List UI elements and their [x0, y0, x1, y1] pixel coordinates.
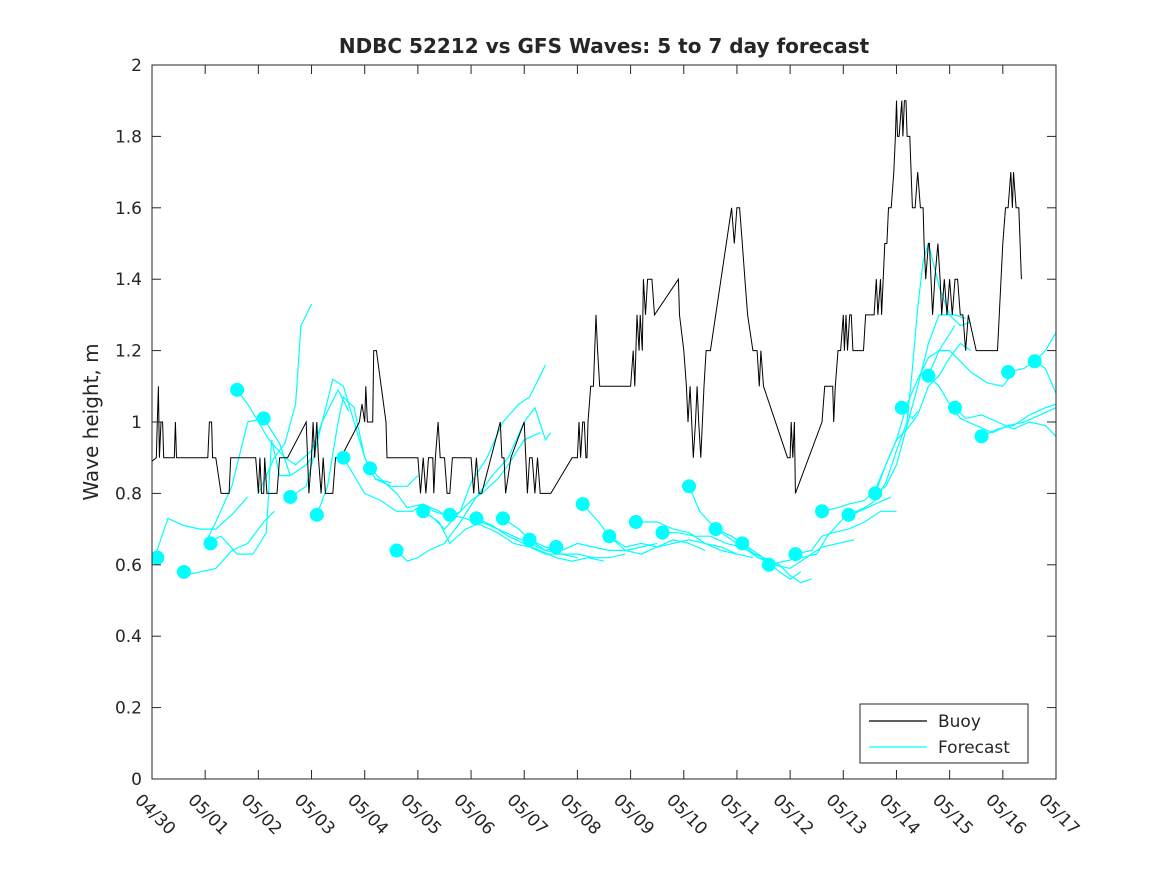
- forecast-line-28: [874, 342, 972, 494]
- forecast-point-22: [735, 536, 750, 551]
- forecast-point-27: [868, 486, 883, 501]
- forecast-point-11: [442, 507, 457, 522]
- y-tick-label-3: 0.6: [115, 556, 142, 576]
- forecast-point-23: [761, 557, 776, 572]
- forecast-line-23: [741, 539, 855, 570]
- forecast-point-16: [575, 497, 590, 512]
- plot-data-layer: [152, 100, 1056, 584]
- forecast-line-34: [927, 350, 1014, 387]
- forecast-line-21: [688, 486, 802, 580]
- forecast-point-19: [655, 525, 670, 540]
- forecast-line-17: [582, 503, 706, 552]
- y-tick-label-6: 1.2: [115, 342, 142, 362]
- y-tick-label-2: 0.4: [115, 627, 142, 647]
- forecast-point-12: [469, 511, 484, 526]
- forecast-point-7: [336, 450, 351, 465]
- forecast-line-19: [635, 521, 754, 559]
- x-tick-label-12: 05/12: [769, 790, 818, 839]
- forecast-line-12: [422, 510, 557, 552]
- y-tick-label-10: 2: [131, 56, 142, 76]
- forecast-point-8: [363, 461, 378, 476]
- forecast-line-5: [257, 303, 313, 494]
- forecast-point-17: [602, 529, 617, 544]
- forecast-line-8: [342, 457, 445, 516]
- x-tick-label-3: 05/03: [290, 790, 339, 839]
- forecast-line-29: [874, 314, 966, 494]
- forecast-point-33: [1027, 354, 1042, 369]
- forecast-point-32: [1001, 365, 1016, 380]
- forecast-point-24: [788, 547, 803, 562]
- x-tick-label-13: 05/13: [822, 790, 871, 839]
- forecast-line-15: [502, 517, 626, 559]
- forecast-line-33: [981, 403, 1056, 437]
- forecast-line-10: [396, 406, 552, 562]
- forecast-point-10: [416, 504, 431, 519]
- forecast-line-24: [768, 496, 892, 566]
- forecast-line-31: [927, 375, 1056, 434]
- x-tick-label-11: 05/11: [715, 790, 764, 839]
- x-tick-label-4: 05/04: [343, 790, 392, 839]
- x-tick-label-7: 05/07: [503, 790, 552, 839]
- forecast-point-29: [921, 368, 936, 383]
- forecast-point-28: [894, 400, 909, 415]
- legend: Buoy Forecast: [859, 703, 1029, 764]
- forecast-line-4: [236, 388, 350, 466]
- forecast-point-5: [283, 489, 298, 504]
- y-tick-label-8: 1.6: [115, 199, 142, 219]
- forecast-point-0: [152, 550, 165, 565]
- y-tick-label-9: 1.8: [115, 127, 142, 147]
- y-axis-label: Wave height, m: [79, 343, 103, 500]
- y-tick-label-1: 0.2: [115, 699, 142, 719]
- forecast-point-9: [389, 543, 404, 558]
- forecast-point-6: [309, 507, 324, 522]
- forecast-point-4: [256, 411, 271, 426]
- x-tick-label-6: 05/06: [450, 790, 499, 839]
- forecast-point-15: [549, 539, 564, 554]
- x-tick-label-15: 05/15: [928, 790, 977, 839]
- y-tick-label-5: 1: [131, 413, 142, 433]
- legend-label-forecast: Forecast: [938, 738, 1010, 758]
- x-tick-label-5: 05/05: [396, 790, 445, 839]
- forecast-line-7: [316, 395, 419, 516]
- x-tick-label-17: 05/17: [1034, 790, 1083, 839]
- forecast-line-1: [183, 510, 275, 577]
- legend-box: [859, 703, 1029, 764]
- x-tick-label-9: 05/09: [609, 790, 658, 839]
- y-tick-label-4: 0.8: [115, 484, 142, 504]
- forecast-point-30: [947, 400, 962, 415]
- forecast-line-25: [795, 510, 897, 555]
- x-tick-label-8: 05/08: [556, 790, 605, 839]
- y-tick-label-7: 1.4: [115, 270, 142, 290]
- forecast-point-3: [230, 382, 245, 397]
- plot-area: [152, 65, 1056, 779]
- forecast-line-14: [476, 517, 605, 562]
- x-tick-label-2: 05/02: [237, 790, 286, 839]
- forecast-point-13: [495, 511, 510, 526]
- forecast-point-18: [628, 514, 643, 529]
- forecast-point-31: [974, 429, 989, 444]
- forecast-line-32: [954, 407, 1056, 437]
- forecast-point-20: [682, 479, 697, 494]
- forecast-point-14: [522, 532, 537, 547]
- y-tick-label-0: 0: [131, 770, 142, 790]
- x-tick-label-16: 05/16: [981, 790, 1030, 839]
- forecast-line-0: [152, 496, 249, 565]
- forecast-point-26: [841, 507, 856, 522]
- buoy-line: [152, 100, 1022, 494]
- forecast-point-21: [708, 522, 723, 537]
- x-tick-label-10: 05/10: [662, 790, 711, 839]
- forecast-point-2: [203, 536, 218, 551]
- x-tick-label-1: 05/01: [184, 790, 233, 839]
- chart-title: NDBC 52212 vs GFS Waves: 5 to 7 day fore…: [339, 34, 870, 58]
- forecast-line-18: [608, 535, 738, 555]
- forecast-point-1: [176, 564, 191, 579]
- x-tick-label-0: 04/30: [130, 790, 179, 839]
- x-tick-label-14: 05/14: [875, 790, 924, 839]
- forecast-point-25: [815, 504, 830, 519]
- legend-label-buoy: Buoy: [938, 712, 981, 732]
